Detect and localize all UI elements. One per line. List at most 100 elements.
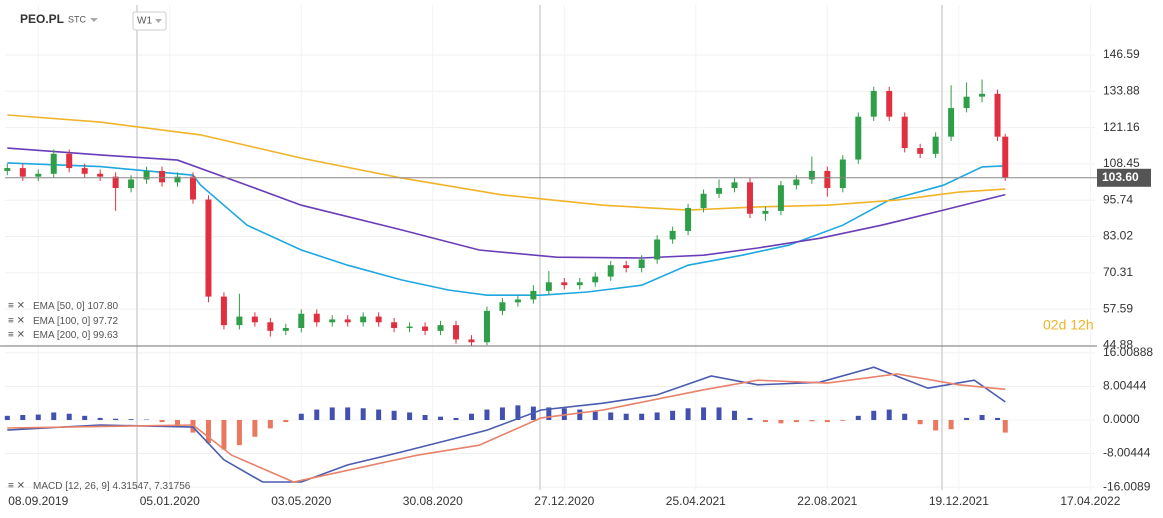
y-tick-label: 146.59 (1103, 47, 1140, 61)
candle-body (654, 239, 661, 260)
candle-body (886, 90, 893, 117)
candle-body (35, 173, 42, 177)
histogram-bar (35, 414, 41, 421)
histogram-bar (391, 410, 397, 421)
histogram-bar (623, 413, 629, 421)
candle-body (685, 208, 692, 231)
candle-body (979, 93, 986, 97)
y-tick-label: 95.74 (1103, 192, 1133, 206)
interval[interactable]: W1 (137, 16, 152, 27)
candle-body (360, 316, 367, 323)
histogram-bar (917, 420, 923, 425)
x-tick-label: 22.08.2021 (797, 494, 857, 508)
histogram-bar (453, 417, 459, 421)
symbol[interactable]: PEO.PL (20, 12, 64, 26)
candle-body (97, 173, 104, 177)
x-tick-label: 27.12.2020 (534, 494, 594, 508)
histogram-bar (979, 414, 985, 421)
y-tick-label: -8.00444 (1103, 446, 1151, 460)
histogram-bar (964, 417, 970, 421)
candle-body (561, 282, 568, 286)
last-price-box (1097, 168, 1151, 187)
candle-body (344, 319, 351, 323)
y-tick-label: 16.00888 (1103, 345, 1153, 359)
legend-name: EMA [50, 0] (33, 301, 85, 312)
histogram-bar (824, 420, 830, 423)
histogram-bar (654, 412, 660, 421)
candle-body (189, 176, 196, 200)
candle-body (159, 170, 166, 183)
y-tick-label: 70.31 (1103, 265, 1133, 279)
candle-body (963, 96, 970, 109)
histogram-bar (778, 420, 784, 424)
legend-value: 107.80 (87, 301, 118, 312)
legend-icon[interactable]: ≡ ✕ (8, 330, 25, 341)
histogram-bar (66, 413, 72, 421)
histogram-bar (608, 412, 614, 421)
histogram-bar (701, 407, 707, 421)
candle-body (112, 176, 119, 189)
candle-body (453, 325, 460, 340)
line-series (7, 162, 1006, 296)
candle-body (592, 276, 599, 283)
candle-body (267, 322, 274, 331)
candle-body (545, 282, 552, 291)
histogram-bar (468, 413, 474, 421)
legend-entry: MACD [12, 26, 9] 4.31547, 7.31756 (33, 481, 191, 492)
histogram-bar (159, 420, 165, 423)
histogram-bar (51, 412, 57, 421)
y-tick-label: 44.88 (1103, 338, 1133, 352)
candle-body (251, 316, 258, 323)
candle-body (731, 182, 738, 189)
candle-body (870, 90, 877, 117)
candle-body (437, 325, 444, 331)
histogram-bar (329, 407, 335, 421)
histogram-bar (871, 410, 877, 421)
histogram-bar (809, 420, 815, 422)
candle-body (514, 299, 521, 303)
histogram-bar (128, 419, 134, 421)
exchange-dropdown-arrow[interactable] (90, 18, 98, 22)
histogram-bar (747, 417, 753, 421)
histogram-bar (376, 409, 382, 421)
candle-body (917, 148, 924, 154)
line-series (7, 147, 1006, 259)
legend: ≡ ✕ EMA [50, 0] 107.80 ≡ ✕ EMA [100, 0] … (8, 301, 191, 492)
legend-entry: EMA [50, 0] 107.80 (33, 301, 119, 312)
histogram-bar (546, 407, 552, 421)
candle-body (746, 182, 753, 214)
candle-body (50, 153, 57, 174)
candle-body (1002, 136, 1009, 178)
histogram-bar (252, 420, 258, 437)
candle-body (808, 170, 815, 180)
histogram-bar (499, 407, 505, 421)
histogram-bar (205, 420, 211, 444)
legend-entry: EMA [200, 0] 99.63 (33, 330, 119, 341)
histogram-bar (267, 420, 273, 429)
histogram-bar (840, 420, 846, 421)
candle-body (391, 322, 398, 329)
exchange[interactable]: STC (68, 14, 87, 24)
interval-selector[interactable] (132, 11, 167, 31)
candle-body (793, 179, 800, 186)
candle-body (66, 153, 73, 169)
histogram-bar (82, 415, 88, 421)
candle-body (932, 136, 939, 154)
candle-body (313, 313, 320, 323)
legend-icon[interactable]: ≡ ✕ (8, 481, 25, 492)
histogram-bar (902, 413, 908, 421)
legend-icon[interactable]: ≡ ✕ (8, 301, 25, 312)
histogram-bar (855, 415, 861, 421)
histogram-bar (175, 420, 181, 427)
histogram-bar (4, 415, 10, 421)
candle-body (143, 170, 150, 180)
candle-body (483, 310, 490, 343)
histogram-bar (1002, 420, 1008, 433)
candle-body (824, 170, 831, 189)
legend-icon[interactable]: ≡ ✕ (8, 316, 25, 327)
candle-body (81, 168, 88, 174)
candle-body (468, 339, 475, 343)
candle-body (638, 259, 645, 269)
candle-body (607, 265, 614, 277)
